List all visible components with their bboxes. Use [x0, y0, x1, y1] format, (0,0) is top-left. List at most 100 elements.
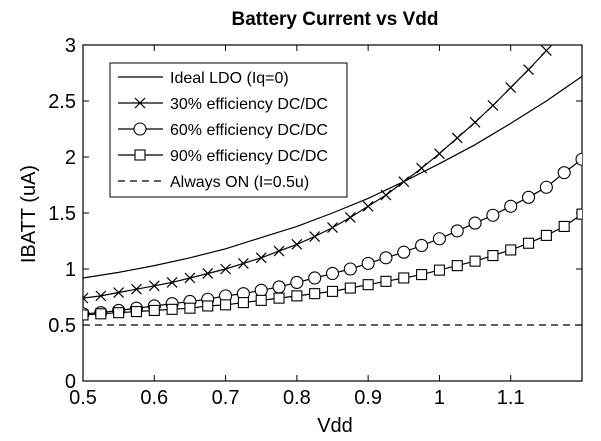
- data-point: [255, 294, 267, 306]
- marker-stroke: [309, 231, 321, 242]
- x-tick-label: 1.1: [497, 387, 525, 409]
- data-point: [273, 245, 285, 257]
- marker-stroke: [291, 238, 303, 250]
- data-point: [237, 297, 249, 309]
- legend-item: Ideal LDO (Iq=0): [118, 70, 289, 87]
- data-point: [362, 200, 374, 212]
- data-point: [237, 257, 249, 269]
- data-point: [521, 190, 536, 204]
- data-point: [184, 272, 196, 284]
- data-point: [343, 262, 357, 276]
- marker-stroke: [148, 280, 160, 292]
- marker-stroke: [469, 116, 481, 128]
- data-point: [468, 216, 482, 230]
- data-point: [397, 245, 411, 259]
- legend: Ideal LDO (Iq=0) 30% efficiency DC/DC 60% …: [109, 62, 348, 198]
- marker-stroke: [131, 283, 142, 295]
- marker-stroke: [416, 162, 428, 174]
- data-point: [539, 180, 553, 194]
- data-point: [398, 176, 410, 188]
- data-point: [291, 290, 303, 302]
- data-point: [434, 148, 445, 160]
- y-tick-label: 1: [65, 259, 76, 281]
- marker-stroke: [83, 292, 89, 299]
- marker-stroke: [487, 100, 499, 111]
- data-point: [272, 280, 286, 294]
- data-point: [558, 220, 570, 232]
- data-point: [290, 275, 304, 289]
- data-point: [505, 244, 517, 256]
- data-point: [166, 277, 178, 288]
- data-point: [202, 300, 214, 312]
- data-point: [504, 199, 518, 213]
- y-tick-label: 0.5: [48, 315, 76, 337]
- data-point: [522, 237, 535, 249]
- data-point: [326, 285, 339, 297]
- marker-stroke: [362, 200, 374, 212]
- series-line: [83, 75, 582, 279]
- data-point: [344, 282, 356, 294]
- data-point: [450, 224, 464, 238]
- y-tick-label: 3: [65, 35, 76, 57]
- data-point: [309, 288, 321, 300]
- data-point: [113, 287, 125, 298]
- data-point: [415, 238, 429, 253]
- legend-marker: [133, 122, 147, 136]
- marker-stroke: [202, 268, 214, 279]
- marker-stroke: [380, 189, 392, 201]
- legend-label: 60% efficiency DC/DC: [170, 122, 328, 139]
- x-tick-label: 0.7: [212, 387, 240, 409]
- marker-stroke: [166, 277, 178, 288]
- marker-stroke: [505, 82, 517, 93]
- marker-stroke: [83, 297, 89, 304]
- data-point: [130, 306, 143, 318]
- y-tick-label: 2: [65, 147, 76, 169]
- data-point: [131, 283, 142, 295]
- data-point: [254, 283, 268, 297]
- y-tick-label: 0: [65, 371, 76, 393]
- legend-item: 60% efficiency DC/DC: [118, 122, 328, 139]
- data-point: [344, 212, 356, 223]
- x-tick-label: 0.5: [69, 387, 97, 409]
- chart-title: Battery Current vs Vdd: [232, 9, 439, 30]
- data-point: [505, 82, 517, 93]
- data-point: [380, 275, 392, 287]
- data-point: [308, 271, 322, 285]
- data-point: [95, 290, 107, 302]
- data-point: [540, 45, 552, 57]
- legend-item: 30% efficiency DC/DC: [118, 96, 328, 113]
- marker-stroke: [451, 132, 463, 144]
- data-point: [166, 303, 178, 315]
- data-point: [273, 292, 285, 304]
- marker-stroke: [184, 272, 196, 284]
- legend-label: 30% efficiency DC/DC: [170, 96, 328, 113]
- series-30pct-dcdc: [83, 45, 552, 304]
- data-point: [469, 116, 481, 128]
- legend-label: Always ON (I=0.5u): [170, 174, 309, 191]
- data-point: [451, 132, 463, 144]
- series-ideal-ldo: [83, 75, 582, 279]
- legend-label: Ideal LDO (Iq=0): [170, 70, 289, 87]
- data-point: [416, 162, 428, 174]
- data-point: [362, 279, 374, 291]
- marker-stroke: [255, 252, 267, 264]
- legend-label: 90% efficiency DC/DC: [170, 148, 328, 165]
- y-tick-label: 2.5: [48, 91, 76, 113]
- marker-stroke: [344, 212, 356, 223]
- data-point: [486, 208, 500, 222]
- x-tick-label: 0.9: [354, 387, 382, 409]
- marker-stroke: [134, 97, 146, 109]
- data-point: [416, 269, 428, 281]
- data-point: [575, 152, 582, 166]
- data-point: [148, 304, 160, 316]
- legend-marker: [134, 97, 146, 109]
- data-point: [432, 232, 446, 246]
- data-point: [576, 208, 582, 220]
- data-point: [451, 260, 463, 272]
- data-point: [291, 238, 303, 250]
- data-point: [95, 308, 107, 320]
- data-point: [469, 255, 481, 267]
- data-point: [327, 222, 338, 233]
- data-point: [380, 189, 392, 201]
